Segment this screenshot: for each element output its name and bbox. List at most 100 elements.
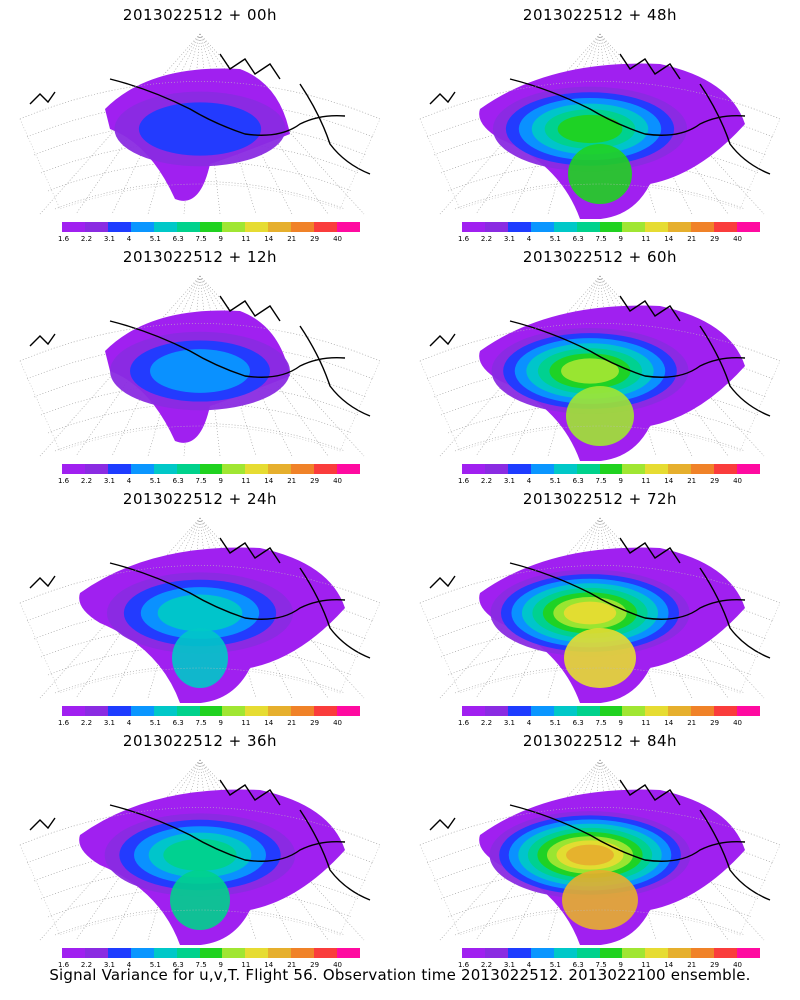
colorbar-tick-label: 7.5 [195, 477, 207, 485]
colorbar-cell [84, 464, 108, 474]
variance-field [79, 547, 345, 703]
colorbar-tick-label: 11 [241, 961, 251, 969]
map-panel: 2013022512 + 84h 1.6 2.2 3.1 4 5.1 6.3 7.5 9 11 14… [400, 726, 800, 969]
colorbar-tick-label: 21 [687, 477, 697, 485]
colorbar-cell [130, 948, 154, 958]
colorbar-tick-label: 29 [310, 235, 320, 243]
panel-title: 2013022512 + 48h [522, 6, 678, 24]
colorbar [62, 706, 360, 716]
map-panel: 2013022512 + 48h 1.6 2.2 3.1 4 5.1 6.3 7.5 9 11 14… [400, 0, 800, 243]
colorbar-tick-label: 9 [218, 477, 223, 485]
colorbar-cell [222, 706, 246, 716]
coastlines [29, 779, 371, 901]
colorbar-cell [222, 464, 246, 474]
coastlines [429, 53, 771, 175]
colorbar-ticks: 1.6 2.2 3.1 4 5.1 6.3 7.5 9 11 14 21 29 40 [58, 719, 360, 729]
colorbar-cell [645, 706, 669, 716]
coastlines [429, 779, 771, 901]
colorbar-cell [553, 706, 577, 716]
colorbar-tick-label: 6.3 [572, 477, 584, 485]
colorbar-cell [576, 464, 600, 474]
colorbar-cell [507, 948, 531, 958]
variance-field [479, 789, 745, 945]
colorbar-cell [691, 222, 715, 232]
map-panel: 2013022512 + 12h 1.6 2.2 3.1 4 5.1 6.3 7.5 9 11 14… [0, 242, 400, 485]
colorbar-tick-label: 14 [664, 961, 674, 969]
colorbar-cell [314, 222, 338, 232]
coastlines [29, 53, 371, 175]
colorbar-cell [176, 464, 200, 474]
colorbar-tick-label: 3.1 [503, 719, 515, 727]
colorbar-tick-label: 29 [710, 961, 720, 969]
colorbar-cell [576, 706, 600, 716]
colorbar-tick-label: 11 [241, 235, 251, 243]
variance-map [19, 759, 381, 945]
colorbar-tick-label: 4 [126, 719, 132, 727]
colorbar-tick-label: 6.3 [572, 235, 584, 243]
map-panel: 2013022512 + 00h 1.6 2.2 3.1 4 5.1 6.3 7.5 9 11 14… [0, 0, 400, 243]
colorbar-tick-label: 40 [333, 235, 342, 243]
map-panel: 2013022512 + 36h 1.6 2.2 3.1 4 5.1 6.3 7.5 9 11 14… [0, 726, 400, 969]
colorbar-cell [291, 464, 315, 474]
colorbar-cell [291, 706, 315, 716]
colorbar-cell [530, 464, 554, 474]
colorbar-cell [530, 706, 554, 716]
colorbar-tick-label: 9 [618, 477, 623, 485]
colorbar-cell [199, 948, 223, 958]
coastlines [429, 295, 771, 417]
colorbar-cell [691, 706, 715, 716]
colorbar-tick-label: 1.6 [458, 961, 470, 969]
colorbar-cell [62, 464, 85, 474]
colorbar-ticks: 1.6 2.2 3.1 4 5.1 6.3 7.5 9 11 14 21 29 40 [458, 235, 760, 245]
colorbar-tick-label: 1.6 [58, 235, 70, 243]
variance-map [419, 275, 781, 461]
colorbar-tick-label: 4 [526, 235, 532, 243]
colorbar-tick-label: 7.5 [595, 477, 607, 485]
colorbar-cell [199, 222, 223, 232]
colorbar-cell [530, 222, 554, 232]
colorbar-cell [484, 706, 508, 716]
colorbar-cell [737, 464, 760, 474]
colorbar-cell [714, 464, 738, 474]
colorbar-cell [668, 706, 692, 716]
colorbar-cell [176, 948, 200, 958]
panel-title: 2013022512 + 00h [122, 6, 278, 24]
colorbar-cell [576, 948, 600, 958]
colorbar-cell [107, 706, 131, 716]
colorbar-tick-label: 40 [333, 719, 342, 727]
variance-map [19, 517, 381, 703]
colorbar-cell [153, 464, 177, 474]
colorbar-cell [668, 464, 692, 474]
colorbar-tick-label: 2.2 [80, 719, 93, 727]
colorbar-cell [599, 948, 623, 958]
colorbar-tick-label: 4 [126, 961, 132, 969]
colorbar-cell [84, 706, 108, 716]
colorbar-tick-label: 40 [733, 235, 742, 243]
colorbar-cell [62, 222, 85, 232]
colorbar-cell [507, 464, 531, 474]
colorbar-cell [84, 222, 108, 232]
colorbar-tick-label: 3.1 [103, 719, 115, 727]
colorbar-cell [484, 464, 508, 474]
variance-map [19, 33, 381, 215]
colorbar-tick-label: 7.5 [595, 961, 607, 969]
colorbar-tick-label: 29 [710, 719, 720, 727]
colorbar-tick-label: 6.3 [172, 719, 184, 727]
colorbar-cell [553, 222, 577, 232]
colorbar-cell [222, 222, 246, 232]
colorbar-tick-label: 40 [333, 961, 342, 969]
colorbar-tick-label: 3.1 [103, 477, 115, 485]
colorbar-tick-label: 9 [618, 235, 623, 243]
colorbar-cell [507, 222, 531, 232]
colorbar-tick-label: 14 [264, 719, 274, 727]
colorbar-tick-label: 21 [287, 235, 297, 243]
colorbar-cell [130, 706, 154, 716]
colorbar-tick-label: 14 [264, 235, 274, 243]
colorbar-tick-label: 21 [687, 235, 697, 243]
colorbar-cell [268, 464, 292, 474]
colorbar-cell [599, 464, 623, 474]
colorbar-cell [599, 706, 623, 716]
colorbar-tick-label: 11 [241, 719, 251, 727]
colorbar-cell [737, 706, 760, 716]
colorbar-tick-label: 40 [733, 477, 742, 485]
